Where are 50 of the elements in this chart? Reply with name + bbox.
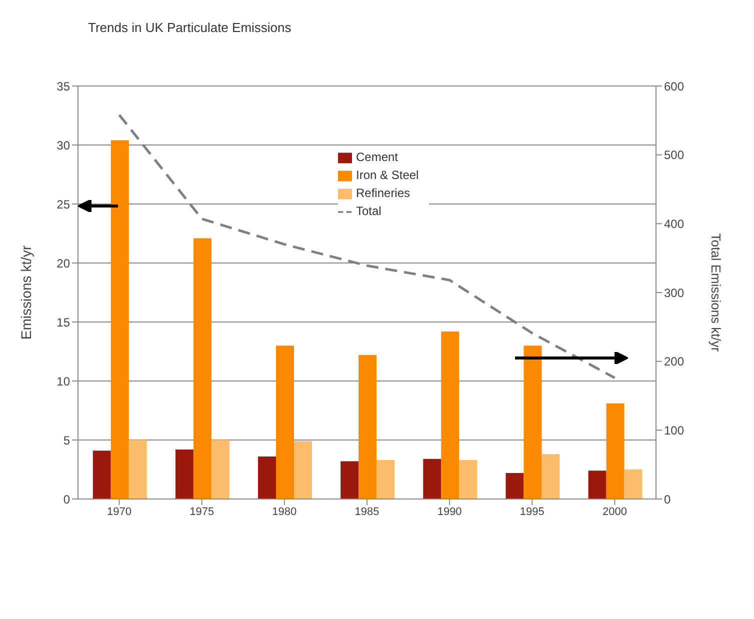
y2-tick-label: 100: [664, 423, 684, 438]
y-tick-label: 25: [56, 197, 70, 212]
bar: [294, 441, 312, 499]
bar: [524, 346, 542, 499]
y-tick-label: 10: [56, 374, 70, 388]
bar: [606, 403, 624, 499]
x-tick-label: 1970: [107, 506, 132, 518]
y2-tick-label: 500: [664, 148, 684, 162]
bar: [376, 460, 395, 499]
y-axis-title: Emissions kt/yr: [18, 245, 34, 340]
bar: [441, 331, 460, 499]
y2-tick-label: 0: [664, 492, 671, 506]
bar: [193, 238, 212, 499]
x-tick-label: 1980: [272, 506, 297, 518]
y-tick-label: 35: [56, 79, 70, 94]
y-tick-label: 0: [63, 492, 70, 506]
chart-title: Trends in UK Particulate Emissions: [88, 20, 292, 35]
bar: [624, 470, 642, 499]
bar: [506, 473, 524, 499]
x-tick-label: 2000: [602, 506, 627, 518]
y2-tick-label: 600: [664, 79, 684, 94]
y-tick-label: 5: [63, 433, 70, 448]
x-tick-label: 1990: [437, 506, 462, 518]
y-tick-label: 15: [56, 315, 70, 330]
bar: [92, 450, 111, 499]
bar: [110, 140, 129, 499]
y2-tick-label: 200: [664, 354, 684, 369]
y-tick-label: 20: [56, 256, 70, 270]
y2-axis-title: Total Emissions kt/yr: [708, 233, 724, 352]
bar: [459, 460, 478, 499]
x-tick-label: 1985: [354, 506, 380, 518]
bar: [423, 458, 442, 499]
bar: [588, 470, 606, 499]
legend-label: Refineries: [356, 186, 410, 200]
bar: [128, 440, 147, 499]
bar: [258, 456, 276, 499]
y2-tick-label: 300: [664, 286, 684, 300]
legend-label: Iron & Steel: [356, 168, 419, 182]
bar: [358, 355, 377, 499]
legend-label: Cement: [356, 150, 398, 164]
x-tick-label: 1995: [520, 506, 544, 518]
bar: [276, 346, 294, 499]
x-tick-label: 1975: [190, 506, 214, 518]
bar: [211, 440, 230, 499]
legend-label: Total: [356, 204, 382, 218]
y2-tick-label: 400: [664, 216, 684, 231]
bar: [340, 461, 359, 499]
bar: [175, 449, 194, 499]
y-tick-label: 30: [56, 138, 70, 152]
bar: [542, 454, 560, 499]
